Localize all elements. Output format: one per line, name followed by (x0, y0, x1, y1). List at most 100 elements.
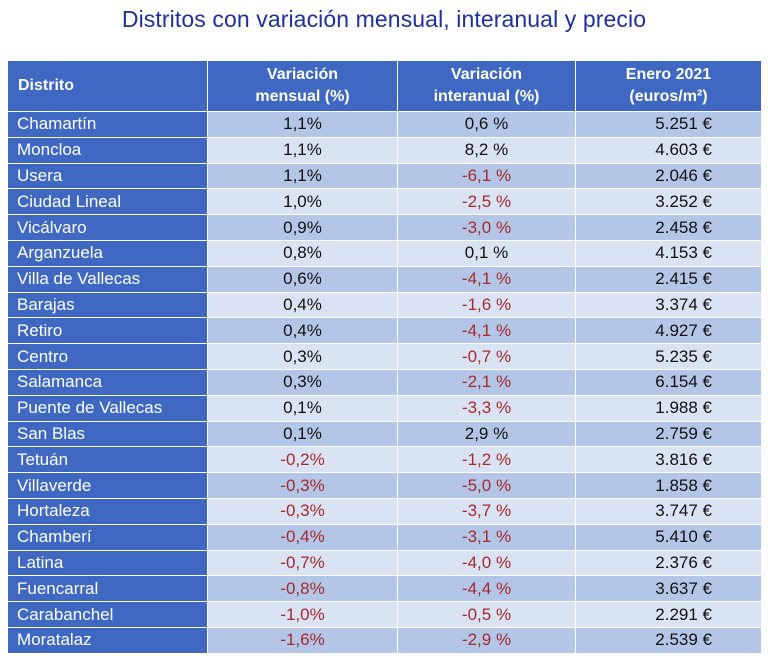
table-row: San Blas 0,1% 2,9 % 2.759 € (7, 420, 762, 448)
cell-interanual: -3,3 % (397, 394, 576, 422)
cell-distrito: Carabanchel (7, 601, 208, 628)
cell-precio: 2.458 € (575, 214, 762, 241)
table-row: Puente de Vallecas 0,1% -3,3 % 1.988 € (7, 394, 762, 422)
table-row: Hortaleza -0,3% -3,7 % 3.747 € (7, 497, 762, 525)
cell-distrito: Arganzuela (7, 239, 208, 267)
cell-precio: 1.858 € (575, 472, 762, 499)
cell-mensual: -0,3% (207, 472, 398, 499)
cell-distrito: Retiro (7, 317, 208, 345)
cell-mensual: 0,3% (207, 343, 398, 370)
districts-table: Distrito Variación mensual (%) Variación… (7, 60, 762, 654)
header-interanual-line-1: Variación (450, 66, 523, 83)
cell-distrito: Villaverde (7, 472, 208, 499)
table-header: Distrito Variación mensual (%) Variación… (7, 60, 762, 112)
cell-mensual: 0,8% (207, 239, 398, 267)
cell-interanual: -3,1 % (397, 523, 576, 551)
cell-interanual: -5,0 % (397, 472, 576, 499)
cell-precio: 5.410 € (575, 523, 762, 551)
cell-interanual: 2,9 % (397, 420, 576, 448)
table-row: Tetuán -0,2% -1,2 % 3.816 € (7, 446, 762, 474)
cell-mensual: 0,4% (207, 317, 398, 345)
cell-precio: 3.637 € (575, 575, 762, 603)
cell-precio: 3.374 € (575, 291, 762, 319)
cell-distrito: Usera (7, 162, 208, 190)
cell-interanual: -2,1 % (397, 368, 576, 396)
table-row: Carabanchel -1,0% -0,5 % 2.291 € (7, 601, 762, 628)
header-precio: Enero 2021 (euros/m²) (575, 60, 762, 112)
cell-interanual: -6,1 % (397, 162, 576, 190)
cell-mensual: -0,4% (207, 523, 398, 551)
cell-mensual: 1,1% (207, 162, 398, 190)
cell-mensual: 0,6% (207, 265, 398, 293)
cell-interanual: 0,1 % (397, 239, 576, 267)
cell-distrito: Puente de Vallecas (7, 394, 208, 422)
cell-distrito: Latina (7, 549, 208, 577)
table-row: Villaverde -0,3% -5,0 % 1.858 € (7, 472, 762, 499)
cell-distrito: Ciudad Lineal (7, 188, 208, 216)
cell-mensual: -0,7% (207, 549, 398, 577)
cell-mensual: 1,1% (207, 111, 398, 138)
cell-interanual: 8,2 % (397, 136, 576, 164)
cell-interanual: -3,0 % (397, 214, 576, 241)
cell-distrito: Villa de Vallecas (7, 265, 208, 293)
cell-precio: 2.539 € (575, 626, 762, 654)
cell-mensual: 0,9% (207, 214, 398, 241)
cell-mensual: 1,0% (207, 188, 398, 216)
cell-mensual: -0,2% (207, 446, 398, 474)
cell-mensual: -0,3% (207, 497, 398, 525)
cell-mensual: 0,1% (207, 394, 398, 422)
cell-interanual: -1,2 % (397, 446, 576, 474)
table-row: Barajas 0,4% -1,6 % 3.374 € (7, 291, 762, 319)
cell-interanual: -4,1 % (397, 317, 576, 345)
table-row: Usera 1,1% -6,1 % 2.046 € (7, 162, 762, 190)
cell-interanual: -2,5 % (397, 188, 576, 216)
cell-precio: 5.235 € (575, 343, 762, 370)
table-row: Moncloa 1,1% 8,2 % 4.603 € (7, 136, 762, 164)
cell-interanual: -4,0 % (397, 549, 576, 577)
cell-precio: 2.415 € (575, 265, 762, 293)
cell-precio: 2.291 € (575, 601, 762, 628)
cell-precio: 2.376 € (575, 549, 762, 577)
cell-interanual: -2,9 % (397, 626, 576, 654)
cell-distrito: Tetuán (7, 446, 208, 474)
cell-mensual: -1,0% (207, 601, 398, 628)
cell-interanual: -4,4 % (397, 575, 576, 603)
cell-distrito: Fuencarral (7, 575, 208, 603)
table-row: Ciudad Lineal 1,0% -2,5 % 3.252 € (7, 188, 762, 216)
cell-precio: 3.816 € (575, 446, 762, 474)
header-mensual-line-2: mensual (%) (255, 88, 350, 105)
table-row: Fuencarral -0,8% -4,4 % 3.637 € (7, 575, 762, 603)
header-mensual: Variación mensual (%) (207, 60, 398, 112)
cell-precio: 5.251 € (575, 111, 762, 138)
cell-mensual: -1,6% (207, 626, 398, 654)
cell-precio: 4.603 € (575, 136, 762, 164)
cell-precio: 2.759 € (575, 420, 762, 448)
table-row: Salamanca 0,3% -2,1 % 6.154 € (7, 368, 762, 396)
cell-mensual: -0,8% (207, 575, 398, 603)
cell-mensual: 0,1% (207, 420, 398, 448)
header-interanual: Variación interanual (%) (397, 60, 576, 112)
chart-title: Distritos con variación mensual, interan… (121, 6, 647, 32)
table-row: Centro 0,3% -0,7 % 5.235 € (7, 343, 762, 370)
table-row: Villa de Vallecas 0,6% -4,1 % 2.415 € (7, 265, 762, 293)
table-body: Chamartín 1,1% 0,6 % 5.251 € Moncloa 1,1% 8,2 … (7, 111, 762, 654)
table-row: Chamberí -0,4% -3,1 % 5.410 € (7, 523, 762, 551)
header-precio-line-2: (euros/m²) (629, 88, 708, 105)
cell-interanual: 0,6 % (397, 111, 576, 138)
cell-distrito: Barajas (7, 291, 208, 319)
cell-distrito: Salamanca (7, 368, 208, 396)
header-precio-line-1: Enero 2021 (625, 66, 712, 83)
cell-distrito: Vicálvaro (7, 214, 208, 241)
cell-mensual: 0,3% (207, 368, 398, 396)
table-row: Chamartín 1,1% 0,6 % 5.251 € (7, 111, 762, 138)
header-distrito-line-1: Distrito (18, 77, 74, 94)
cell-distrito: San Blas (7, 420, 208, 448)
cell-precio: 4.153 € (575, 239, 762, 267)
cell-interanual: -4,1 % (397, 265, 576, 293)
cell-precio: 3.252 € (575, 188, 762, 216)
cell-precio: 1.988 € (575, 394, 762, 422)
cell-mensual: 0,4% (207, 291, 398, 319)
cell-precio: 2.046 € (575, 162, 762, 190)
cell-interanual: -3,7 % (397, 497, 576, 525)
table-row: Retiro 0,4% -4,1 % 4.927 € (7, 317, 762, 345)
